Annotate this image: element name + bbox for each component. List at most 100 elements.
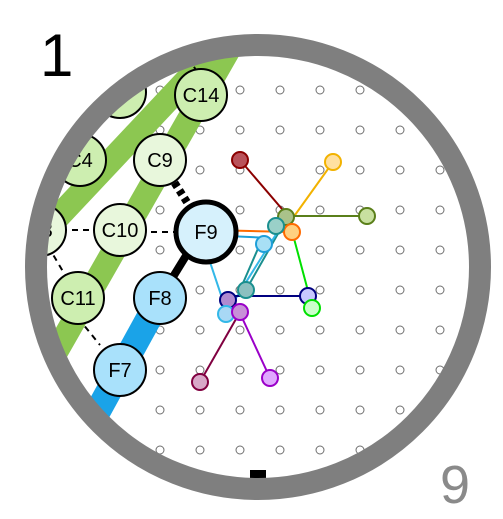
- edge-endpoint: [324, 153, 342, 171]
- grid-dot: [435, 165, 445, 175]
- grid-dot: [315, 245, 325, 255]
- grid-dot: [235, 445, 245, 455]
- edge-endpoint: [303, 299, 321, 317]
- edge-line: [289, 161, 334, 223]
- grid-dot: [315, 285, 325, 295]
- grid-dot: [275, 285, 285, 295]
- grid-dot: [355, 125, 365, 135]
- grid-dot: [435, 325, 445, 335]
- node-label: C9: [147, 150, 173, 172]
- grid-dot: [435, 285, 445, 295]
- grid-dot: [155, 365, 165, 375]
- edge-endpoint: [231, 151, 249, 169]
- grid-dot: [395, 485, 405, 489]
- grid-dot: [355, 85, 365, 95]
- grid-dot: [195, 365, 205, 375]
- grid-dot: [155, 245, 165, 255]
- node-c14: C14: [174, 68, 228, 122]
- grid-dot: [355, 285, 365, 295]
- grid-dot: [275, 365, 285, 375]
- grid-dot: [275, 85, 285, 95]
- grid-dot: [355, 405, 365, 415]
- grid-dot: [275, 245, 285, 255]
- grid-dot: [436, 6, 444, 14]
- grid-dot: [315, 405, 325, 415]
- node-label: 2: [34, 360, 45, 382]
- grid-dot: [196, 6, 204, 14]
- node-label: F7: [108, 360, 131, 382]
- grid-dot: [355, 165, 365, 175]
- grid-dot: [315, 325, 325, 335]
- node-label: F9: [194, 222, 217, 244]
- edge-endpoint: [191, 373, 209, 391]
- edge-line: [239, 159, 289, 217]
- grid-dot: [235, 365, 245, 375]
- edge-endpoint: [255, 235, 273, 253]
- grid-dot: [355, 365, 365, 375]
- grid-dot: [355, 325, 365, 335]
- edge-line: [199, 311, 241, 383]
- grid-dot: [275, 445, 285, 455]
- grid-dot: [195, 405, 205, 415]
- node-circle: [133, 271, 187, 325]
- grid-dot: [396, 6, 404, 14]
- node-label: C14: [183, 85, 220, 107]
- grid-dot: [395, 165, 405, 175]
- grid-dot: [435, 445, 445, 455]
- grid-dot: [155, 45, 165, 55]
- node-f8: F8: [133, 271, 187, 325]
- grid-dot: [155, 205, 165, 215]
- edge-endpoint: [231, 303, 249, 321]
- grid-dot: [275, 405, 285, 415]
- node-label: C11: [60, 288, 95, 310]
- grid-dot: [195, 445, 205, 455]
- grid-dot: [475, 45, 480, 55]
- edge-endpoint: [358, 207, 376, 225]
- lens-ring: [25, 34, 491, 500]
- node-f9: F9: [173, 199, 239, 265]
- grid-dot: [195, 165, 205, 175]
- grid-dot: [395, 365, 405, 375]
- grid-dot: [395, 45, 405, 55]
- grid-dot: [315, 125, 325, 135]
- edge-endpoint: [261, 369, 279, 387]
- edge-endpoint: [267, 217, 285, 235]
- grid-dot: [235, 245, 245, 255]
- grid-dot: [395, 285, 405, 295]
- grid-dot: [315, 365, 325, 375]
- corner-label-bottom-right: 9: [440, 455, 471, 515]
- grid-dot: [235, 205, 245, 215]
- grid-dot: [475, 365, 480, 375]
- grid-dot: [315, 85, 325, 95]
- grid-dot: [315, 165, 325, 175]
- edge-endpoints: [191, 151, 376, 391]
- grid-dot: [155, 405, 165, 415]
- node-circle: [133, 133, 187, 187]
- edge-fan: [199, 159, 367, 383]
- grid-dot: [435, 85, 445, 95]
- node-circle: [174, 68, 228, 122]
- grid-dot: [275, 165, 285, 175]
- grid-dot: [235, 325, 245, 335]
- grid-dot: [195, 285, 205, 295]
- node-c9: C9: [133, 133, 187, 187]
- grid-dot: [395, 125, 405, 135]
- grid-dot: [355, 245, 365, 255]
- node-label: C10: [102, 220, 139, 242]
- grid-dot: [155, 485, 165, 489]
- grid-dot: [356, 6, 364, 14]
- node-c10: C10: [93, 203, 147, 257]
- grid-dot: [315, 205, 325, 215]
- grid-dot: [395, 405, 405, 415]
- corner-label-top-left: 1: [40, 22, 74, 89]
- grid-dot: [435, 205, 445, 215]
- grid-dot: [275, 125, 285, 135]
- grid-dot: [355, 485, 365, 489]
- grid-dot: [475, 125, 480, 135]
- node-circle: [93, 343, 147, 397]
- grid-dot: [235, 125, 245, 135]
- grid-dot: [316, 6, 324, 14]
- edge-endpoint: [237, 281, 255, 299]
- grid-dot: [395, 325, 405, 335]
